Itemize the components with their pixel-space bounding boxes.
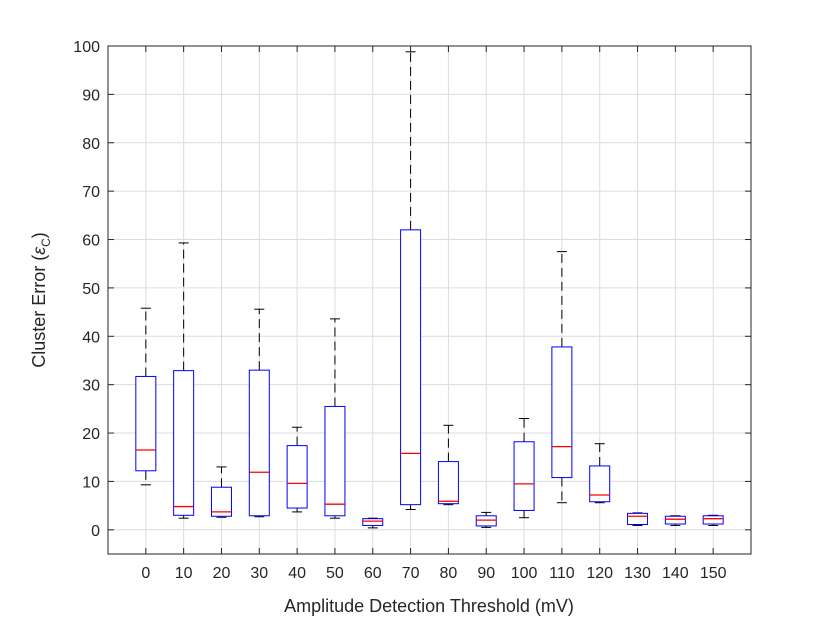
- iqr-box: [702, 515, 724, 525]
- box-120: [589, 443, 611, 504]
- y-tick-label: 70: [82, 184, 100, 201]
- y-tick-label: 30: [82, 378, 100, 395]
- y-tick-label: 90: [82, 87, 100, 104]
- x-axis-label: Amplitude Detection Threshold (mV): [284, 596, 574, 616]
- x-tick-label: 70: [402, 565, 420, 582]
- x-tick-label: 30: [250, 565, 268, 582]
- iqr-box: [248, 369, 270, 517]
- box-80: [437, 424, 459, 506]
- iqr-box: [173, 370, 195, 516]
- y-tick-label: 100: [73, 39, 100, 56]
- x-tick-label: 10: [175, 565, 193, 582]
- box-130: [627, 512, 649, 526]
- boxes: [135, 51, 724, 529]
- box-30: [248, 308, 270, 518]
- box-10: [173, 242, 195, 519]
- iqr-box: [437, 461, 459, 505]
- plot-frame: [107, 45, 752, 555]
- iqr-box: [286, 445, 308, 509]
- y-axis-label-symbol: ε: [29, 246, 49, 255]
- x-tick-label: 140: [662, 565, 689, 582]
- x-tick-label: 20: [213, 565, 231, 582]
- x-tick-label: 40: [288, 565, 306, 582]
- iqr-box: [589, 465, 611, 503]
- y-axis-label-subscript: C: [39, 238, 53, 247]
- x-tick-label: 130: [624, 565, 651, 582]
- iqr-box: [362, 518, 384, 526]
- y-tick-label: 50: [82, 281, 100, 298]
- x-tick-label: 120: [586, 565, 613, 582]
- iqr-box: [627, 512, 649, 525]
- grid: [108, 45, 751, 554]
- y-axis-label-suffix: ): [29, 232, 49, 238]
- x-tick-label: 80: [440, 565, 458, 582]
- box-60: [362, 517, 384, 529]
- box-20: [210, 466, 232, 518]
- box-140: [664, 515, 686, 526]
- box-150: [702, 514, 724, 526]
- iqr-box: [324, 405, 346, 517]
- y-tick-label: 60: [82, 233, 100, 250]
- iqr-box: [210, 486, 232, 517]
- box-110: [551, 251, 573, 504]
- iqr-box: [664, 515, 686, 525]
- iqr-box: [400, 229, 422, 506]
- box-40: [286, 426, 308, 513]
- y-tick-label: 80: [82, 136, 100, 153]
- y-axis-label-text: Cluster Error (: [29, 255, 49, 368]
- y-tick-label: 0: [91, 523, 100, 540]
- y-axis-label: Cluster Error (εC): [29, 232, 53, 368]
- box-50: [324, 318, 346, 519]
- x-tick-label: 100: [511, 565, 538, 582]
- box-100: [513, 418, 535, 519]
- iqr-box: [551, 346, 573, 479]
- x-tick-label: 60: [364, 565, 382, 582]
- x-tick-label: 0: [141, 565, 150, 582]
- iqr-box: [475, 515, 497, 527]
- y-tick-label: 40: [82, 329, 100, 346]
- x-tick-label: 90: [477, 565, 495, 582]
- x-tick-label: 50: [326, 565, 344, 582]
- x-tick-label: 150: [700, 565, 727, 582]
- y-tick-label: 20: [82, 426, 100, 443]
- iqr-box: [513, 441, 535, 511]
- box-90: [475, 511, 497, 528]
- x-tick-label: 110: [549, 565, 575, 582]
- iqr-box: [135, 375, 157, 472]
- box-70: [400, 51, 422, 510]
- ticks: 0 10 20 30 40 50 60 70 80 90 100 0 10 20 30 40 50 60 70 80 9…: [73, 39, 751, 582]
- y-tick-label: 10: [82, 474, 100, 491]
- box-0: [135, 307, 157, 486]
